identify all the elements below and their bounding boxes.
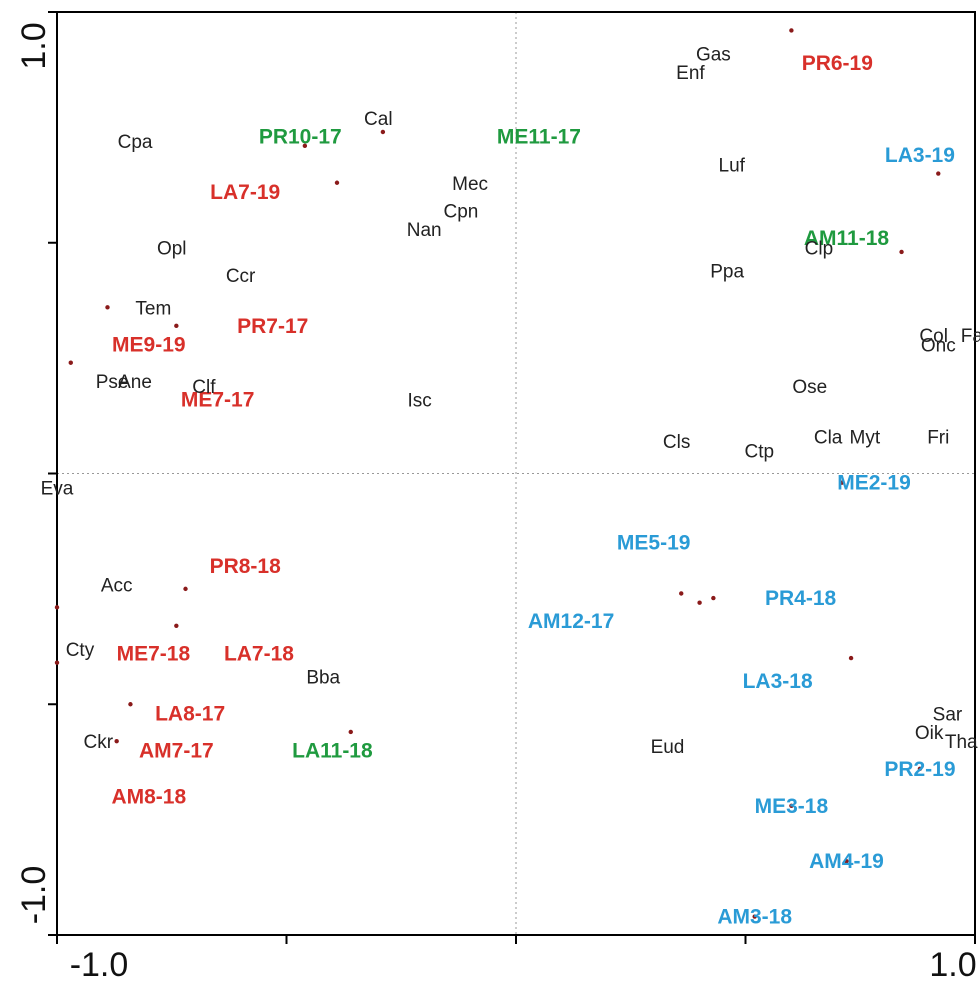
species-label-cla: Cla bbox=[814, 428, 843, 449]
sample-point-me9-19 bbox=[174, 323, 179, 329]
sample-label-me7-18: ME7-18 bbox=[117, 642, 191, 665]
sample-point-la7-19 bbox=[334, 180, 340, 185]
species-label-isc: Isc bbox=[407, 391, 431, 412]
sample-point-am7-17 bbox=[128, 702, 133, 707]
sample-label-la7-18: LA7-18 bbox=[224, 642, 294, 665]
sample-label-pr10-17: PR10-17 bbox=[259, 126, 342, 149]
species-label-cpa: Cpa bbox=[118, 132, 153, 153]
sample-label-pr4-18: PR4-18 bbox=[765, 587, 837, 610]
sample-point-am3-18 bbox=[752, 914, 757, 919]
species-label-cal: Cal bbox=[364, 109, 393, 130]
species-label-ccr: Ccr bbox=[226, 266, 256, 287]
species-label-tem: Tem bbox=[135, 298, 171, 319]
sample-label-me3-18: ME3-18 bbox=[755, 795, 829, 818]
sample-point-am8-18 bbox=[114, 738, 119, 744]
sample-label-la11-18: LA11-18 bbox=[292, 739, 373, 762]
sample-label-am7-17: AM7-17 bbox=[139, 739, 214, 762]
sample-label-me5-19: ME5-19 bbox=[617, 532, 691, 555]
sample-point-me7-17 bbox=[68, 360, 73, 365]
tick-labels: -1.0 1.0 1.0 -1.0 bbox=[15, 22, 977, 981]
sample-point-me3-18 bbox=[789, 803, 794, 808]
species-label-col: Col bbox=[919, 326, 948, 347]
species-label-pse: Pse bbox=[96, 372, 129, 393]
sample-point-me11-17 bbox=[380, 129, 386, 135]
x-tick-label-max: 1.0 bbox=[929, 946, 976, 981]
species-label-eva: Eva bbox=[41, 478, 74, 499]
sample-label-am3-18: AM3-18 bbox=[717, 906, 792, 929]
sample-point-pr7-17 bbox=[105, 305, 110, 310]
species-label-mec: Mec bbox=[452, 174, 488, 195]
sample-point-pr6-19 bbox=[789, 28, 794, 33]
species-label-cty: Cty bbox=[66, 640, 95, 661]
sample-point-pr8-18 bbox=[183, 586, 188, 592]
sample-point-la3-18 bbox=[848, 655, 854, 661]
sample-label-am11-18: AM11-18 bbox=[804, 227, 890, 250]
species-label-ppa: Ppa bbox=[710, 261, 744, 282]
sample-point-la8-17 bbox=[54, 660, 60, 665]
species-label-bba: Bba bbox=[306, 668, 340, 689]
species-label-luf: Luf bbox=[719, 155, 746, 176]
sample-point-la3-19 bbox=[936, 171, 941, 176]
species-label-far: Far bbox=[961, 326, 980, 347]
sample-label-pr6-19: PR6-19 bbox=[802, 52, 873, 75]
sample-label-am8-18: AM8-18 bbox=[111, 786, 186, 809]
sample-label-am4-19: AM4-19 bbox=[809, 850, 884, 873]
sample-label-la7-19: LA7-19 bbox=[210, 181, 280, 204]
sample-point-me2-19 bbox=[839, 480, 845, 485]
species-label-ckr: Ckr bbox=[84, 732, 114, 753]
sample-labels: PR6-19 LA7-19 ME9-19 PR7-17 ME7-17 PR8-18 ME7-… bbox=[111, 52, 955, 929]
species-label-ctp: Ctp bbox=[744, 441, 774, 462]
sample-point-la11-18 bbox=[348, 729, 353, 735]
sample-label-pr2-19: PR2-19 bbox=[884, 758, 955, 781]
sample-points bbox=[54, 28, 941, 919]
species-label-opl: Opl bbox=[157, 238, 187, 259]
species-label-nan: Nan bbox=[407, 220, 442, 241]
sample-point-am11-18 bbox=[899, 249, 904, 255]
x-tick-label-min: -1.0 bbox=[70, 946, 129, 981]
sample-label-la3-19: LA3-19 bbox=[885, 144, 955, 167]
sample-point-pr4-18 bbox=[697, 600, 702, 605]
y-tick-label-max: 1.0 bbox=[15, 22, 53, 69]
species-label-myt: Myt bbox=[850, 428, 881, 449]
sample-label-la3-18: LA3-18 bbox=[743, 670, 813, 693]
species-label-oik: Oik bbox=[915, 723, 944, 744]
species-label-onc: Onc bbox=[921, 335, 956, 356]
sample-label-pr8-18: PR8-18 bbox=[210, 555, 282, 578]
species-label-tha: Tha bbox=[945, 732, 978, 753]
sample-point-am12-17 bbox=[711, 595, 716, 601]
species-label-enf: Enf bbox=[676, 63, 705, 84]
sample-point-me7-18 bbox=[54, 605, 60, 610]
sample-point-am4-19 bbox=[844, 858, 849, 864]
sample-point-pr10-17 bbox=[302, 143, 308, 149]
species-label-sar: Sar bbox=[933, 704, 963, 725]
sample-label-me11-17: ME11-17 bbox=[497, 126, 581, 149]
species-label-ose: Ose bbox=[792, 377, 827, 398]
sample-label-me9-19: ME9-19 bbox=[112, 333, 186, 356]
species-label-clf: Clf bbox=[192, 377, 216, 398]
sample-label-la8-17: LA8-17 bbox=[155, 702, 225, 725]
species-label-cls: Cls bbox=[663, 432, 690, 453]
species-label-clp: Clp bbox=[805, 238, 834, 259]
species-label-ane: Ane bbox=[118, 372, 152, 393]
sample-point-pr2-19 bbox=[917, 766, 923, 772]
sample-label-am12-17: AM12-17 bbox=[528, 610, 614, 633]
sample-label-pr7-17: PR7-17 bbox=[237, 315, 308, 338]
zero-lines bbox=[57, 12, 975, 935]
species-label-fri: Fri bbox=[927, 428, 949, 449]
species-label-gas: Gas bbox=[696, 45, 731, 66]
sample-point-me5-19 bbox=[679, 591, 684, 596]
species-label-cpn: Cpn bbox=[443, 201, 478, 222]
sample-label-me2-19: ME2-19 bbox=[837, 472, 911, 495]
species-label-eud: Eud bbox=[651, 737, 685, 758]
sample-point-la7-18 bbox=[174, 623, 179, 628]
species-label-acc: Acc bbox=[101, 575, 133, 596]
axis-ticks bbox=[48, 11, 976, 944]
y-tick-label-min: -1.0 bbox=[15, 866, 53, 925]
sample-label-me7-17: ME7-17 bbox=[181, 389, 255, 412]
